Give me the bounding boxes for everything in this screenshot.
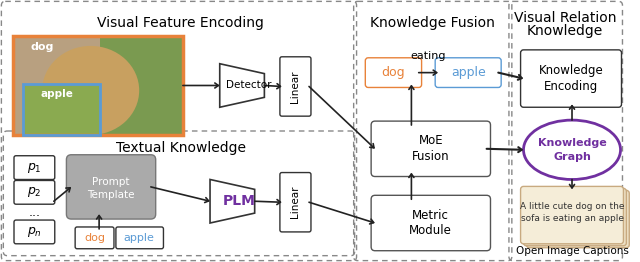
Text: Graph: Graph [553, 152, 591, 162]
FancyBboxPatch shape [520, 186, 623, 244]
Text: PLM: PLM [223, 194, 255, 208]
Text: Linear: Linear [291, 186, 300, 219]
FancyBboxPatch shape [520, 50, 621, 107]
FancyBboxPatch shape [280, 57, 311, 116]
Text: $p_1$: $p_1$ [27, 161, 42, 174]
Text: Knowledge: Knowledge [539, 64, 604, 77]
Text: Knowledge: Knowledge [527, 24, 604, 38]
Text: MoE: MoE [419, 134, 443, 148]
Text: Linear: Linear [291, 70, 300, 103]
Polygon shape [220, 64, 264, 107]
Text: apple: apple [40, 89, 73, 99]
FancyBboxPatch shape [371, 121, 490, 177]
Text: Textual Knowledge: Textual Knowledge [116, 141, 246, 155]
Text: $p_n$: $p_n$ [27, 225, 42, 239]
Bar [13, 36, 183, 135]
Text: ...: ... [28, 206, 40, 219]
Text: Knowledge Fusion: Knowledge Fusion [370, 16, 495, 30]
FancyBboxPatch shape [116, 227, 163, 249]
FancyBboxPatch shape [67, 155, 156, 219]
Text: $p_2$: $p_2$ [27, 185, 42, 199]
Text: dog: dog [31, 42, 54, 52]
Text: eating: eating [411, 51, 446, 61]
Bar [23, 84, 100, 135]
Ellipse shape [42, 46, 139, 135]
Text: apple: apple [124, 233, 155, 243]
Text: Metric: Metric [412, 209, 449, 222]
Text: Visual Feature Encoding: Visual Feature Encoding [97, 16, 264, 30]
Text: apple: apple [451, 66, 486, 79]
Ellipse shape [524, 120, 621, 179]
Text: sofa is eating an apple: sofa is eating an apple [520, 214, 623, 222]
FancyBboxPatch shape [75, 227, 114, 249]
FancyBboxPatch shape [371, 195, 490, 251]
Text: Fusion: Fusion [412, 150, 450, 163]
Text: Template: Template [87, 190, 135, 200]
Text: A little cute dog on the: A little cute dog on the [520, 202, 624, 211]
Polygon shape [210, 179, 255, 223]
FancyBboxPatch shape [435, 58, 501, 88]
Text: Detector: Detector [226, 80, 271, 90]
FancyBboxPatch shape [14, 220, 55, 244]
Bar [13, 36, 183, 135]
FancyBboxPatch shape [365, 58, 422, 88]
Text: dog: dog [381, 66, 405, 79]
Text: Module: Module [410, 225, 452, 237]
Text: dog: dog [84, 233, 105, 243]
Text: Open Image Captions: Open Image Captions [516, 246, 628, 256]
Text: Prompt: Prompt [92, 177, 130, 187]
Bar [23, 84, 100, 135]
FancyBboxPatch shape [280, 173, 311, 232]
Text: Knowledge: Knowledge [538, 138, 606, 148]
Text: Encoding: Encoding [544, 80, 598, 93]
FancyBboxPatch shape [524, 188, 627, 246]
Text: Visual Relation: Visual Relation [514, 11, 616, 25]
FancyBboxPatch shape [526, 190, 629, 248]
FancyBboxPatch shape [14, 181, 55, 204]
Bar [100, 36, 183, 135]
FancyBboxPatch shape [14, 156, 55, 179]
